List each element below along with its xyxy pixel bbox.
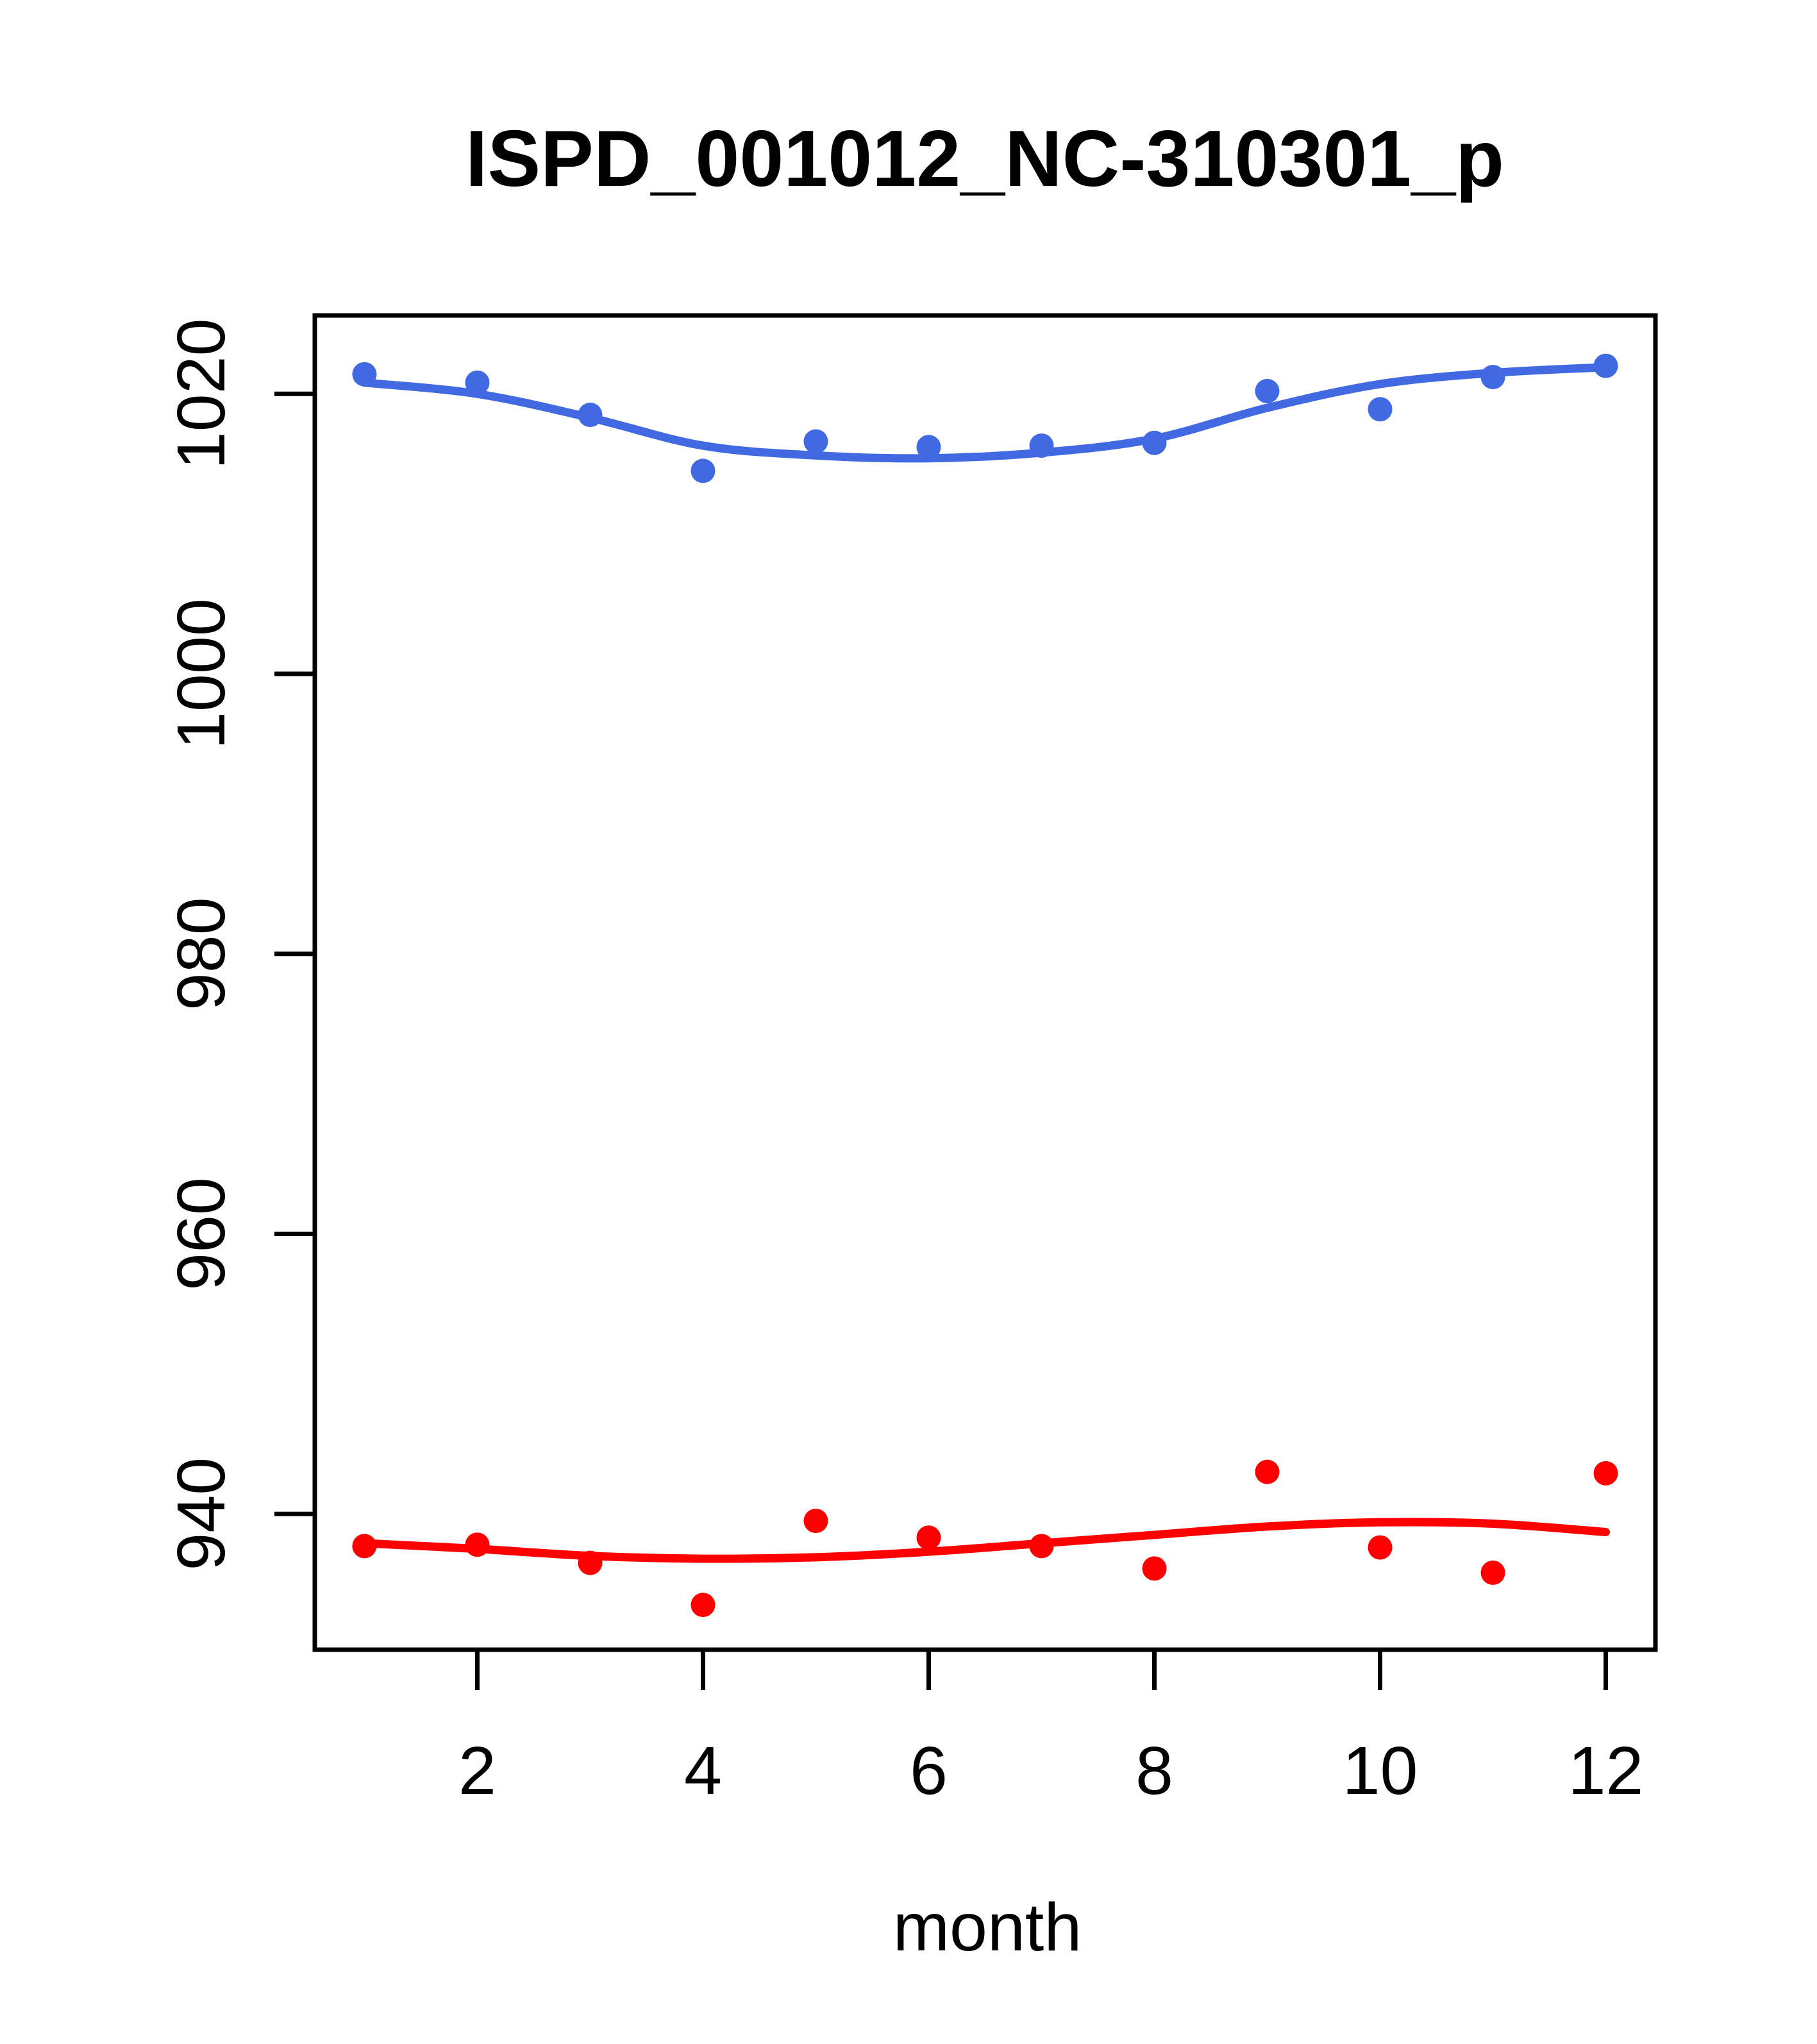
blue-series-data-point [578, 403, 603, 428]
blue-series-data-point [352, 362, 377, 387]
x-axis-label: month [893, 1889, 1082, 1965]
red-series-data-point [352, 1534, 377, 1559]
x-tick-label: 12 [1568, 1733, 1644, 1809]
red-series-smooth-line [360, 1518, 1611, 1563]
red-series-data-point [1255, 1459, 1280, 1484]
chart-title: ISPD_001012_NC-310301_p [465, 115, 1504, 203]
blue-series-data-point [691, 458, 716, 483]
red-series-data-point [1142, 1556, 1167, 1581]
blue-series-data-point [1142, 430, 1167, 455]
red-series-data-point [916, 1525, 941, 1550]
blue-series-data-point [803, 429, 828, 454]
x-tick-label: 4 [684, 1733, 722, 1809]
x-tick-label: 6 [910, 1733, 948, 1809]
y-tick-label: 1000 [163, 598, 239, 750]
blue-series-smooth-line [360, 363, 1611, 463]
red-series-data-point [691, 1593, 716, 1618]
blue-series-data-point [1593, 353, 1618, 378]
y-tick-label: 980 [163, 897, 239, 1010]
data-series-layer [352, 353, 1618, 1618]
y-tick-label: 1020 [163, 318, 239, 469]
red-series-data-point [1480, 1560, 1505, 1585]
plot-area-border [312, 313, 1658, 1652]
y-tick-label: 940 [163, 1457, 239, 1571]
blue-series-data-point [1029, 433, 1054, 458]
x-tick-label: 10 [1343, 1733, 1418, 1809]
blue-series-data-point [465, 370, 490, 395]
blue-series-data-point [1480, 365, 1505, 390]
x-tick-label: 8 [1135, 1733, 1173, 1809]
red-series-data-point [1593, 1461, 1618, 1486]
blue-series-data-point [1368, 397, 1393, 422]
red-series-data-point [1029, 1534, 1054, 1559]
red-series-data-point [803, 1509, 828, 1534]
x-axis-ticks: 2 4 6 8 10 12 [458, 1650, 1644, 1809]
y-axis-ticks: 940 960 980 1000 1020 [163, 318, 315, 1571]
red-series-data-point [465, 1532, 490, 1557]
x-tick-label: 2 [458, 1733, 496, 1809]
blue-series-data-point [916, 435, 941, 460]
red-series-data-point [578, 1550, 603, 1575]
red-series-data-point [1368, 1535, 1393, 1560]
blue-series-data-point [1255, 378, 1280, 403]
y-tick-label: 960 [163, 1177, 239, 1291]
